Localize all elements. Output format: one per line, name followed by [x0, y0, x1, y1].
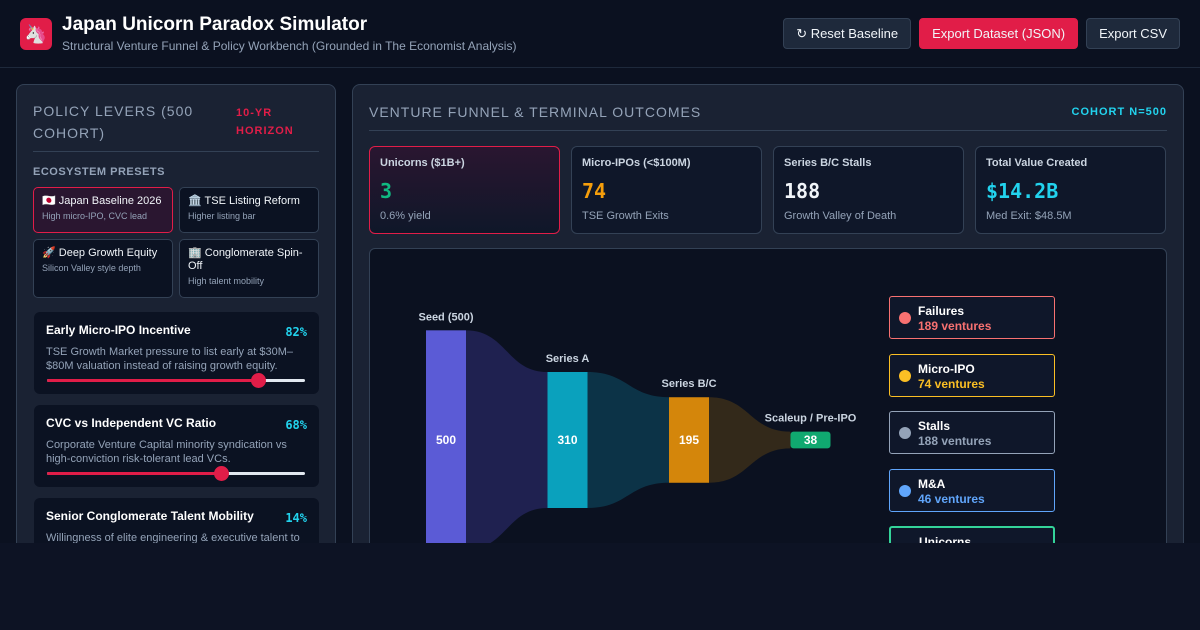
app-subtitle: Structural Venture Funnel & Policy Workb…: [62, 39, 517, 53]
funnel-chart: Seed (500) 500 Series A 310 Series B/C 195 Sca…: [369, 248, 1167, 543]
button[interactable]: ↻ Reset Baseline: [783, 18, 912, 49]
kpi-card: Series B/C Stalls 188 Growth Valley of Dea…: [773, 146, 964, 234]
funnel-bar: [669, 397, 709, 483]
slider-card: Early Micro-IPO Incentive 82% TSE Growth M…: [34, 312, 319, 394]
kpi-value: 3: [380, 179, 393, 203]
stage-label: Seed (500): [418, 311, 473, 323]
preset-label: 🇯🇵 Japan Baseline 2026: [42, 195, 162, 207]
kpi-note: Med Exit: $48.5M: [986, 210, 1072, 222]
slider-fill: [47, 379, 259, 382]
outcome-label: Failures: [918, 304, 965, 318]
slider-thumb[interactable]: [214, 466, 230, 481]
preset-note: Higher listing bar: [188, 211, 256, 221]
outcomes-panel: VENTURE FUNNEL & TERMINAL OUTCOMES COHOR…: [352, 84, 1184, 543]
horizon-badge: 10-YR HORIZON: [236, 107, 294, 137]
outcome-label: Micro-IPO: [918, 361, 975, 376]
slider-thumb[interactable]: [250, 373, 266, 388]
stage-value: 38: [804, 433, 818, 447]
slider-description: TSE Growth Market pressure to list early…: [46, 346, 293, 372]
kpi-value: 74: [582, 179, 607, 203]
outcome-label: M&A: [918, 476, 946, 491]
outcome-count: 74 ventures: [918, 376, 985, 391]
kpi-label: Micro-IPOs (<$100M): [582, 157, 691, 169]
outcome-label: Stalls: [918, 419, 951, 433]
slider-value: 68%: [285, 418, 307, 432]
outcome-dot: [899, 484, 911, 497]
divider: [33, 151, 319, 152]
slider-card: CVC vs Independent VC Ratio 68% Corporate …: [34, 405, 319, 487]
outcome-box: Failures 189 ventures: [889, 296, 1055, 339]
outcome-dot: [899, 369, 911, 382]
button[interactable]: Export Dataset (JSON): [919, 18, 1079, 49]
kpi-card: Total Value Created $14.2B Med Exit: $48.5…: [975, 146, 1166, 234]
stage-label: Series A: [546, 353, 590, 365]
kpi-card: Unicorns ($1B+) 3 0.6% yield: [369, 146, 560, 234]
funnel-bar: [547, 372, 588, 508]
outcome-label: Unicorns: [919, 535, 972, 543]
slider-track[interactable]: [47, 373, 305, 388]
funnel-flow: [587, 372, 669, 508]
preset-note: High talent mobility: [188, 276, 265, 286]
header: 🦄 Japan Unicorn Paradox Simulator Struct…: [0, 0, 1200, 68]
preset-label: 🏢 Conglomerate Spin-Off: [188, 247, 303, 272]
outcome-count: 46 ventures: [918, 491, 985, 506]
presets-title: ECOSYSTEM PRESETS: [33, 166, 165, 178]
stage-value: 500: [436, 433, 456, 447]
stage-label: Series B/C: [661, 378, 716, 390]
stage-value: 195: [679, 433, 699, 447]
slider-label: Early Micro-IPO Incentive: [46, 323, 191, 337]
outcome-box: Micro-IPO 74 ventures: [889, 353, 1055, 397]
outcome-count: 189 ventures: [918, 319, 992, 333]
preset-card[interactable]: 🇯🇵 Japan Baseline 2026 High micro-IPO, CV…: [33, 187, 173, 233]
slider-label: CVC vs Independent VC Ratio: [46, 416, 217, 430]
panel-title: VENTURE FUNNEL & TERMINAL OUTCOMES: [369, 104, 702, 120]
outcome-count: 188 ventures: [918, 434, 992, 448]
outcome-box: M&A 46 ventures: [889, 468, 1055, 512]
divider: [369, 130, 1167, 131]
outcome-dot: [899, 312, 911, 324]
slider-description: Willingness of elite engineering & execu…: [46, 532, 300, 543]
preset-label: 🏛️ TSE Listing Reform: [188, 195, 300, 207]
panel-title: POLICY LEVERS (500 COHORT): [33, 103, 194, 141]
funnel-bar: [790, 431, 831, 449]
slider-label: Senior Conglomerate Talent Mobility: [46, 509, 254, 523]
funnel-flow: [709, 397, 791, 483]
cohort-badge: COHORT N=500: [1071, 106, 1167, 118]
funnel-flow: [466, 330, 548, 543]
kpi-note: Growth Valley of Death: [784, 210, 897, 222]
app-title: Japan Unicorn Paradox Simulator: [62, 14, 368, 35]
outcome-dot: [899, 427, 911, 439]
slider-value: 82%: [285, 325, 307, 339]
funnel-svg: Seed (500) 500 Series A 310 Series B/C 195 Sca…: [418, 311, 857, 543]
kpi-label: Series B/C Stalls: [784, 157, 872, 169]
kpi-value: 188: [784, 179, 821, 203]
preset-card[interactable]: 🏢 Conglomerate Spin-Off High talent mobil…: [179, 239, 319, 298]
slider-description: Corporate Venture Capital minority syndi…: [46, 439, 287, 465]
funnel-bar: [426, 330, 466, 543]
toolbar: ↻ Reset Baseline Export Dataset (JSON) Exp…: [783, 18, 1180, 49]
kpi-value: $14.2B: [986, 179, 1059, 203]
preset-note: High micro-IPO, CVC lead: [42, 211, 148, 221]
kpi-label: Total Value Created: [986, 157, 1088, 169]
preset-card[interactable]: 🏛️ TSE Listing Reform Higher listing bar: [179, 187, 319, 233]
kpi-note: 0.6% yield: [380, 210, 431, 222]
slider-value: 14%: [285, 511, 307, 525]
outcome-box: Stalls 188 ventures: [889, 411, 1055, 454]
slider-card: Senior Conglomerate Talent Mobility 14% Wi…: [34, 498, 319, 543]
preset-card[interactable]: 🚀 Deep Growth Equity Silicon Valley style…: [33, 239, 173, 298]
preset-note: Silicon Valley style depth: [42, 263, 141, 273]
kpi-note: TSE Growth Exits: [582, 210, 669, 222]
logo: 🦄: [20, 18, 52, 50]
stage-label: Scaleup / Pre-IPO: [765, 413, 857, 425]
slider-track[interactable]: [47, 466, 305, 481]
levers-panel: POLICY LEVERS (500 COHORT) 10-YR HORIZON…: [16, 84, 336, 543]
app: 🦄 Japan Unicorn Paradox Simulator Struct…: [0, 0, 1200, 543]
outcome-box: Unicorns: [889, 526, 1055, 543]
kpi-label: Unicorns ($1B+): [380, 157, 465, 169]
kpi-card: Micro-IPOs (<$100M) 74 TSE Growth Exits: [571, 146, 762, 234]
slider-fill: [47, 472, 223, 475]
stage-value: 310: [557, 433, 577, 447]
button[interactable]: Export CSV: [1086, 18, 1180, 49]
preset-label: 🚀 Deep Growth Equity: [42, 247, 158, 259]
